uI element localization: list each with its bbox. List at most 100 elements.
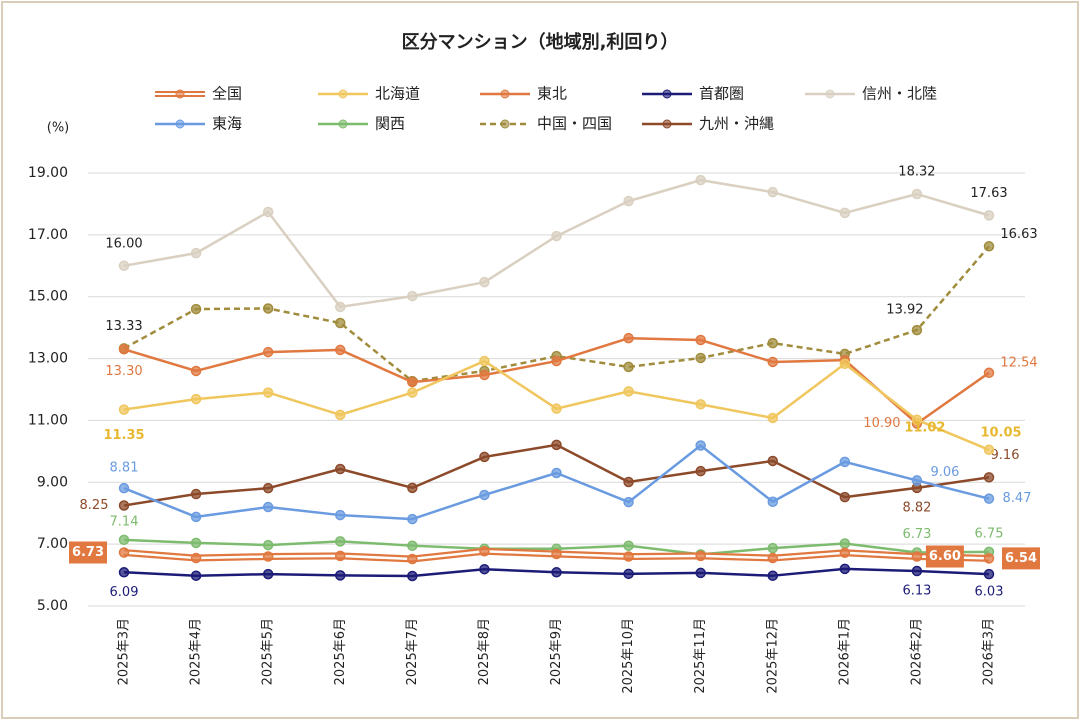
data-point (190, 488, 202, 500)
data-point (695, 465, 706, 477)
value-label: 6.54 (1005, 551, 1037, 566)
value-label: 16.00 (105, 236, 142, 251)
legend-marker (825, 89, 835, 99)
value-label: 12.54 (1000, 355, 1037, 370)
data-point (118, 567, 130, 578)
data-point (767, 552, 778, 564)
data-point (479, 546, 490, 557)
y-tick-label: 15.00 (28, 289, 68, 305)
data-point (262, 501, 274, 513)
data-point (479, 276, 490, 288)
y-axis-label: (%) (47, 121, 70, 136)
data-point (695, 440, 706, 451)
x-tick-label: 2025年7月 (405, 618, 420, 685)
data-point (407, 290, 418, 302)
x-tick-label: 2025年11月 (693, 618, 708, 694)
value-label: 16.63 (1000, 227, 1037, 242)
legend-label: 北海道 (375, 85, 420, 103)
data-point (190, 393, 202, 405)
value-label: 18.32 (898, 165, 935, 180)
data-point (262, 303, 274, 314)
data-point (118, 344, 130, 355)
x-tick-label: 2025年8月 (477, 618, 492, 685)
legend-marker (338, 89, 348, 99)
legend-label: 東北 (537, 85, 567, 103)
data-point (839, 547, 851, 559)
data-point (118, 260, 130, 272)
data-point (118, 482, 130, 494)
y-tick-label: 9.00 (37, 474, 68, 490)
data-point (839, 563, 851, 575)
data-point (839, 358, 851, 370)
data-point (623, 496, 634, 508)
legend-item: 東海 (155, 115, 242, 133)
data-point (407, 387, 418, 398)
value-label-box (925, 545, 964, 568)
data-point (407, 570, 418, 582)
data-point (767, 337, 778, 349)
data-point (190, 537, 202, 549)
legend-item: 東北 (480, 85, 567, 103)
value-label: 8.47 (1003, 491, 1032, 506)
data-point (407, 513, 418, 525)
value-label: 6.03 (975, 585, 1004, 600)
value-label: 7.14 (110, 514, 139, 529)
data-point (623, 476, 634, 488)
data-point (118, 534, 130, 546)
data-point (190, 303, 202, 315)
series: 6.73 6.60 6.54 (69, 541, 1040, 570)
value-label: 9.16 (991, 448, 1020, 463)
data-point (551, 230, 562, 242)
value-label: 8.82 (902, 500, 931, 515)
data-point (911, 414, 923, 426)
data-point (190, 570, 202, 581)
data-point (335, 409, 346, 421)
legend-label: 全国 (212, 85, 242, 103)
data-point (767, 542, 778, 554)
x-tick-label: 2025年6月 (333, 618, 348, 685)
data-point (335, 509, 346, 521)
value-label-box (69, 541, 107, 564)
data-point (695, 567, 706, 579)
y-tick-label: 19.00 (28, 165, 68, 181)
series: 16.00 18.32 17.63 (105, 165, 1008, 313)
data-point (911, 565, 923, 577)
data-point (262, 387, 274, 398)
legend-marker (175, 89, 185, 99)
legend-label: 関西 (375, 115, 405, 133)
data-point (262, 346, 274, 358)
data-point (407, 482, 418, 494)
data-point (983, 553, 995, 564)
data-point (983, 210, 995, 221)
y-tick-label: 11.00 (28, 412, 68, 428)
data-point (335, 301, 346, 313)
data-point (839, 491, 851, 503)
legend-label: 信州・北陸 (862, 85, 937, 103)
legend-label: 首都圏 (699, 85, 744, 103)
data-point (767, 356, 778, 368)
data-point (839, 456, 851, 468)
data-point (695, 334, 706, 346)
data-point (262, 551, 274, 562)
data-point (479, 369, 490, 381)
legend-item: 関西 (318, 115, 405, 133)
data-point (623, 386, 634, 397)
data-point (551, 403, 562, 414)
x-tick-label: 2025年9月 (549, 618, 564, 685)
data-point (551, 567, 562, 578)
data-point (695, 399, 706, 410)
value-label: 6.09 (110, 585, 139, 600)
y-tick-label: 13.00 (28, 351, 68, 367)
legend-label: 九州・沖縄 (699, 115, 774, 133)
data-point (551, 439, 562, 451)
data-point (190, 365, 202, 377)
x-tick-label: 2025年3月 (117, 618, 132, 685)
value-label: 9.06 (930, 465, 959, 480)
data-point (623, 332, 634, 344)
value-label: 13.33 (105, 319, 142, 334)
data-point (479, 489, 490, 501)
data-point (911, 188, 923, 200)
data-point (911, 324, 923, 336)
data-point (695, 550, 706, 562)
chart-title: 区分マンション（地域別,利回り） (402, 31, 679, 53)
